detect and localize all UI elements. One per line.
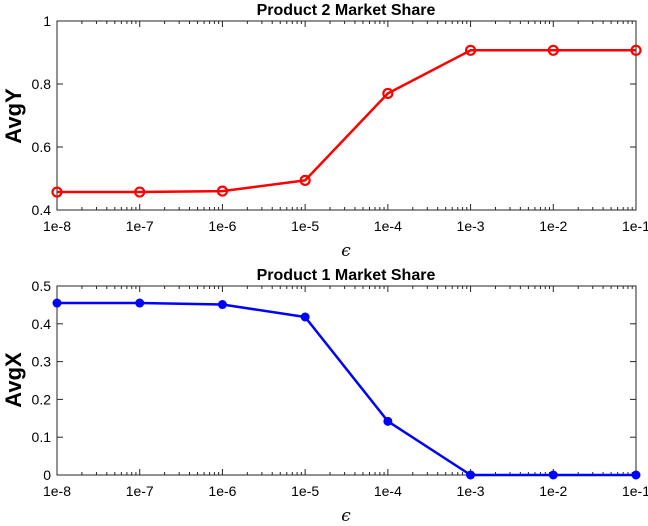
x-tick-label: 1e-4 <box>374 483 402 499</box>
y-tick-label: 0.2 <box>32 391 52 407</box>
x-tick-label: 1e-2 <box>539 483 567 499</box>
chart-title: Product 2 Market Share <box>257 2 436 19</box>
data-point <box>548 470 558 480</box>
x-tick-label: 1e-5 <box>291 483 319 499</box>
data-point <box>216 185 229 197</box>
x-tick-label: 1e-2 <box>539 218 567 234</box>
data-point <box>631 470 641 480</box>
x-tick-label: 1e-8 <box>43 218 71 234</box>
y-tick-label: 0.6 <box>32 139 52 155</box>
x-tick-label: 1e-4 <box>374 218 402 234</box>
x-tick-label: 1e-7 <box>126 483 154 499</box>
data-point <box>52 298 62 308</box>
x-tick-label: 1e-6 <box>208 483 236 499</box>
data-point <box>383 416 393 426</box>
x-tick-label: 1e-3 <box>457 483 485 499</box>
data-point <box>300 312 310 322</box>
x-tick-label: 1e-7 <box>126 218 154 234</box>
x-axis-label: ϵ <box>341 506 351 526</box>
y-tick-label: 0.5 <box>32 278 52 294</box>
data-point <box>135 298 145 308</box>
x-tick-label: 1e-1 <box>622 218 648 234</box>
x-tick-label: 1e-8 <box>43 483 71 499</box>
chart-product-2-market-share: Product 2 Market Share AvgY ϵ 1e-8 1e-7 1e… <box>1 2 648 261</box>
data-point <box>51 186 63 198</box>
y-tick-label: 0.1 <box>32 429 52 445</box>
plot-area <box>56 20 637 211</box>
data-point <box>134 186 146 198</box>
chart-product-1-market-share: Product 1 Market Share AvgX ϵ 1e-8 1e-7 1e… <box>1 267 648 526</box>
x-tick-label: 1e-5 <box>291 218 319 234</box>
data-point <box>382 87 394 100</box>
y-tick-label: 0.8 <box>32 76 52 92</box>
data-point <box>630 44 642 56</box>
x-tick-label: 1e-6 <box>208 218 236 234</box>
data-point <box>217 300 227 310</box>
y-tick-label: 1 <box>43 13 51 29</box>
data-point <box>466 470 476 480</box>
y-tick-label: 0 <box>43 467 51 483</box>
series-line <box>57 301 636 477</box>
data-point <box>299 174 311 186</box>
chart-title: Product 1 Market Share <box>257 267 436 284</box>
y-axis-label: AvgY <box>1 88 26 144</box>
x-tick-label: 1e-3 <box>457 218 485 234</box>
y-axis-label: AvgX <box>1 352 26 408</box>
plot-area <box>56 285 637 476</box>
y-tick-label: 0.3 <box>32 354 52 370</box>
y-tick-label: 0.4 <box>32 316 52 332</box>
y-tick-label: 0.4 <box>32 202 52 218</box>
x-tick-label: 1e-1 <box>622 483 648 499</box>
x-axis-label: ϵ <box>341 241 351 261</box>
data-point <box>464 44 477 56</box>
data-point <box>547 44 559 56</box>
series-line <box>57 49 636 194</box>
